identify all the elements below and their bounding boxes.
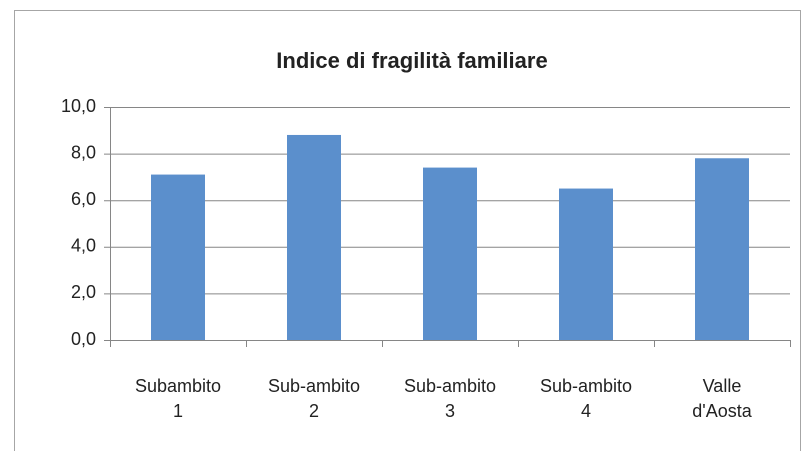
x-tick-label: Sub-ambito 4 <box>539 376 633 421</box>
y-tick-label: 6,0 <box>71 189 96 209</box>
y-tick-label: 8,0 <box>71 142 96 162</box>
bar <box>695 158 749 340</box>
x-tick-label: Sub-ambito 2 <box>267 376 361 421</box>
bar <box>151 174 205 340</box>
y-tick-label: 0,0 <box>71 329 96 349</box>
y-tick-label: 4,0 <box>71 236 96 256</box>
x-tick-label: Valle d'Aosta <box>692 376 752 421</box>
x-tick-label: Sub-ambito 3 <box>403 376 497 421</box>
chart-border <box>14 10 801 451</box>
bar <box>287 134 341 340</box>
chart-title: Indice di fragilità familiare <box>276 48 547 73</box>
x-tick-label: Subambito 1 <box>134 376 222 421</box>
bar <box>423 167 477 340</box>
y-tick-label: 2,0 <box>71 282 96 302</box>
y-tick-label: 10,0 <box>61 96 96 116</box>
bar <box>559 188 613 340</box>
